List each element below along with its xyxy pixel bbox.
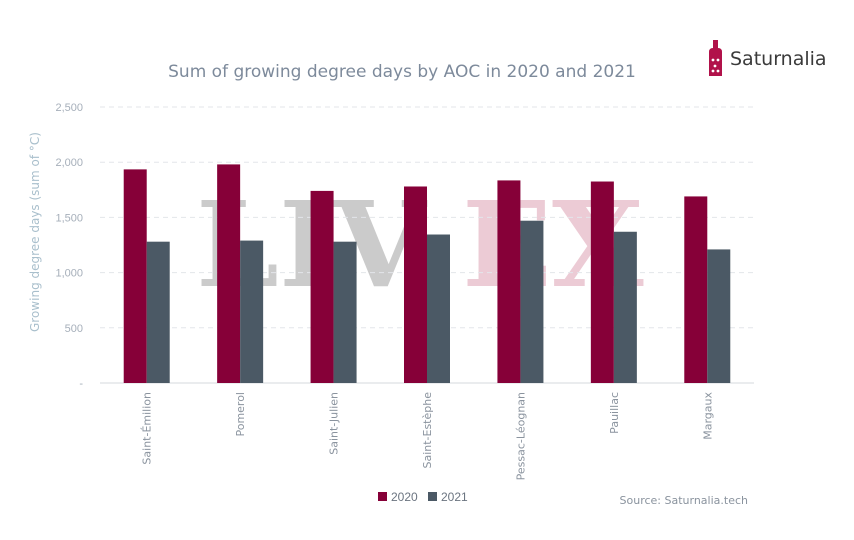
bar-2020 [684, 196, 708, 383]
bar-2021 [240, 240, 264, 383]
bar-2021 [333, 241, 357, 383]
y-axis-label: Growing degree days (sum of °C) [28, 132, 42, 332]
y-tick-label: 2,500 [55, 102, 83, 114]
source-note: Source: Saturnalia.tech [620, 494, 749, 507]
y-tick-label: 500 [65, 323, 83, 335]
x-tick-label: Pomerol [234, 392, 247, 437]
bar-2020 [217, 164, 241, 383]
bar-2021 [613, 231, 637, 383]
legend: 2020 2021 [378, 490, 468, 504]
bar-2021 [427, 234, 450, 383]
bar-2021 [520, 220, 544, 383]
legend-label: 2021 [441, 490, 468, 504]
bar-2021 [707, 249, 731, 383]
bar-2020 [123, 169, 147, 383]
bar-2020 [497, 180, 521, 383]
x-axis-categories: Saint-Émilion Pomerol Saint-Julien Saint-Es… [141, 392, 715, 481]
x-tick-label: Pessac-Léognan [514, 392, 527, 480]
saturnalia-logo: Saturnalia [709, 40, 827, 76]
x-tick-label: Saint-Émilion [141, 392, 154, 465]
y-tick-label: 2,000 [55, 157, 83, 169]
brand-name: Saturnalia [730, 48, 827, 70]
x-tick-label: Saint-Estèphe [421, 392, 434, 469]
legend-swatch [428, 492, 437, 501]
legend-swatch [378, 492, 387, 501]
bars [123, 164, 731, 383]
x-tick-label: Saint-Julien [328, 392, 341, 455]
x-tick-label: Margaux [701, 392, 714, 440]
chart-title: Sum of growing degree days by AOC in 202… [168, 62, 636, 82]
y-tick-label: - [79, 378, 83, 390]
y-tick-label: 1,500 [55, 212, 83, 224]
wine-bottle-icon [709, 40, 722, 76]
y-axis-ticks: - 500 1,000 1,500 2,000 2,500 [55, 102, 83, 390]
bar-2020 [404, 186, 427, 383]
bar-2021 [146, 241, 170, 383]
bar-2020 [590, 181, 614, 383]
y-tick-label: 1,000 [55, 268, 83, 280]
legend-label: 2020 [391, 490, 418, 504]
x-tick-label: Pauillac [608, 392, 621, 434]
bar-2020 [310, 190, 334, 383]
